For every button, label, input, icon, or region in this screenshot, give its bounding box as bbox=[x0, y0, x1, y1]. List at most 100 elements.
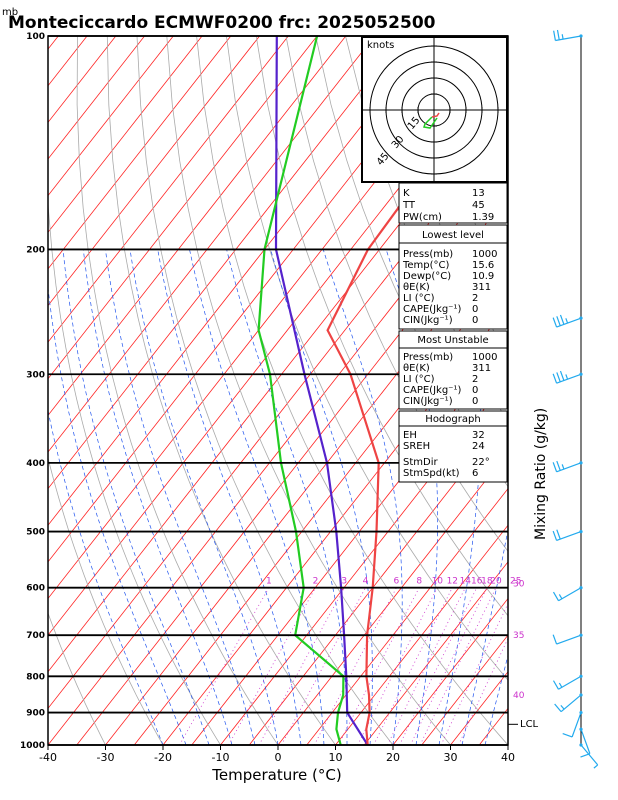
hodograph-stats-value: 32 bbox=[472, 430, 485, 441]
pressure-unit-label: mb bbox=[2, 7, 18, 18]
index-value: 1.39 bbox=[472, 212, 494, 223]
x-tick-label: -40 bbox=[39, 751, 57, 764]
mixing-ratio-label: 4 bbox=[363, 577, 369, 587]
mixing-ratio-label: 25 bbox=[510, 577, 521, 587]
x-tick-label: -10 bbox=[212, 751, 230, 764]
wind-barb bbox=[579, 743, 599, 769]
mixing-ratio-line bbox=[338, 587, 420, 745]
isotherm-line bbox=[363, 561, 508, 745]
lowest-level-title: Lowest level bbox=[422, 230, 484, 241]
dry-adiabat-line bbox=[48, 36, 221, 745]
most-unstable-label: CAPE(Jkg⁻¹) bbox=[403, 385, 461, 396]
y-tick-label: 500 bbox=[26, 528, 45, 538]
isotherm-line bbox=[566, 36, 618, 745]
y-tick-label: 1000 bbox=[20, 741, 45, 751]
lowest-level-label: CIN(Jkg⁻¹) bbox=[403, 315, 453, 326]
wind-barb bbox=[552, 460, 583, 473]
mixing-ratio-line bbox=[410, 587, 488, 745]
theta-e-label: 30 bbox=[513, 580, 525, 590]
x-tick-label: 0 bbox=[275, 751, 282, 764]
hodograph-stats-label: StmSpd(kt) bbox=[403, 468, 460, 479]
isotherm-line bbox=[48, 36, 174, 197]
lowest-level-panel: Lowest level Press(mb) 1000 Temp(°C) 15.… bbox=[398, 224, 508, 330]
mixing-ratio-label: 18 bbox=[481, 577, 493, 587]
lowest-level-value: 0 bbox=[472, 304, 478, 315]
wind-barb bbox=[552, 529, 583, 542]
x-axis-title: Temperature (°C) bbox=[211, 766, 341, 784]
most-unstable-panel: Most Unstable Press(mb) 1000 θE(K) 311 L… bbox=[398, 330, 508, 410]
hodograph-trace bbox=[423, 116, 438, 129]
moist-adiabat-line bbox=[82, 249, 233, 745]
isotherm-line bbox=[48, 36, 347, 417]
wind-barb bbox=[552, 633, 583, 645]
dry-adiabat-line bbox=[285, 36, 508, 552]
index-label: K bbox=[403, 188, 410, 199]
most-unstable-label: θE(K) bbox=[403, 363, 430, 374]
most-unstable-label: CIN(Jkg⁻¹) bbox=[403, 396, 453, 407]
hodograph-panel: knots 15 30 45 bbox=[361, 36, 508, 183]
moist-adiabat-line bbox=[189, 249, 325, 745]
index-label: TT bbox=[402, 200, 416, 211]
lowest-level-value: 311 bbox=[472, 282, 491, 293]
isotherm-line bbox=[48, 36, 232, 270]
mixing-ratio-label: 6 bbox=[394, 577, 400, 587]
isotherm-line bbox=[48, 158, 508, 745]
index-label: PW(cm) bbox=[403, 212, 442, 223]
moist-adiabat-line bbox=[484, 654, 508, 745]
hodograph-stats-title: Hodograph bbox=[425, 414, 480, 425]
lowest-level-value: 1000 bbox=[472, 249, 497, 260]
lowest-level-value: 15.6 bbox=[472, 260, 494, 271]
isotherm-line bbox=[48, 36, 404, 490]
wind-barb bbox=[552, 314, 583, 328]
mixing-ratio-label: 8 bbox=[416, 577, 422, 587]
isotherm-line bbox=[248, 414, 508, 745]
moist-adiabat-line bbox=[385, 249, 439, 745]
dry-adiabat-line bbox=[48, 456, 164, 745]
right-axis-title: Mixing Ratio (g/kg) bbox=[533, 408, 549, 540]
most-unstable-value: 0 bbox=[472, 396, 478, 407]
moist-adiabat-line bbox=[507, 743, 508, 745]
x-tick-label: 10 bbox=[329, 751, 343, 764]
lowest-level-label: Temp(°C) bbox=[402, 260, 450, 271]
isotherm-line bbox=[48, 36, 289, 343]
moist-adiabat-line bbox=[62, 249, 210, 745]
mixing-ratio-line bbox=[313, 587, 397, 745]
mixing-ratio-label: 16 bbox=[471, 577, 483, 587]
x-tick-label: -30 bbox=[97, 751, 115, 764]
isotherm-line bbox=[76, 194, 508, 745]
y-tick-label: 300 bbox=[26, 370, 45, 380]
dry-adiabat-line bbox=[196, 36, 508, 745]
mixing-ratio-line bbox=[179, 587, 270, 745]
chart-title: Monteciccardo ECMWF0200 frc: 2025052500 bbox=[8, 13, 436, 33]
moist-adiabat-line bbox=[157, 249, 302, 745]
mixing-ratio-label: 2 bbox=[313, 577, 319, 587]
hodograph-unit: knots bbox=[367, 40, 394, 51]
y-tick-label: 600 bbox=[26, 584, 45, 594]
y-tick-label: 900 bbox=[26, 709, 45, 719]
hodograph-stats-label: StmDir bbox=[403, 457, 438, 468]
dewpoint-line bbox=[257, 36, 345, 745]
most-unstable-value: 0 bbox=[472, 385, 478, 396]
moist-adiabat-line bbox=[438, 249, 481, 745]
most-unstable-value: 1000 bbox=[472, 352, 497, 363]
y-tick-label: 200 bbox=[26, 245, 45, 255]
wind-barb bbox=[553, 29, 583, 42]
moist-adiabat-line bbox=[322, 249, 403, 745]
dry-adiabat-line bbox=[48, 612, 106, 745]
x-tick-label: 40 bbox=[501, 751, 515, 764]
mixing-ratio-label: 14 bbox=[460, 577, 472, 587]
dry-adiabat-line bbox=[255, 36, 508, 617]
isotherm-line bbox=[306, 487, 508, 745]
index-value: 45 bbox=[472, 200, 485, 211]
most-unstable-title: Most Unstable bbox=[417, 335, 488, 346]
wind-barbs bbox=[552, 29, 599, 769]
index-value: 13 bbox=[472, 188, 485, 199]
mixing-ratio-line bbox=[281, 587, 366, 745]
wind-barb bbox=[552, 586, 583, 602]
isotherm-line bbox=[0, 36, 30, 745]
isotherm-line bbox=[537, 36, 618, 745]
dry-adiabat-line bbox=[136, 36, 394, 745]
parcel-line bbox=[274, 36, 369, 745]
lowest-level-label: θE(K) bbox=[403, 282, 430, 293]
